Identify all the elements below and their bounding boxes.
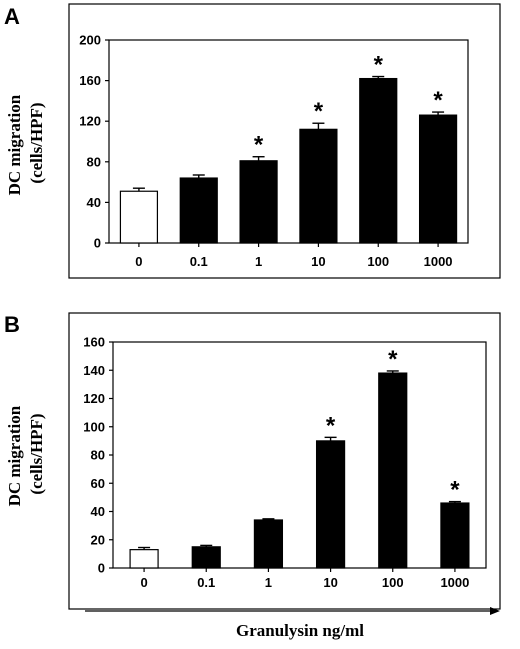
panel-b-bar-5 [440, 502, 470, 569]
panel-b-ylabel: DC migration (cells/HPF) [5, 402, 46, 507]
panel-a-bar-3 [299, 128, 338, 244]
panel-b-ytick-label-7: 140 [83, 363, 105, 378]
panel-a-xtick-label-1: 0.1 [190, 254, 208, 269]
panel-b-ytick-label-3: 60 [91, 476, 105, 491]
panel-a-border [68, 3, 501, 279]
panel-a-ylabel: DC migration (cells/HPF) [5, 91, 46, 196]
panel-a-xtick-label-0: 0 [135, 254, 142, 269]
panel-a-xtick-label-2: 1 [255, 254, 262, 269]
panel-a-ylabel-line2: (cells/HPF) [27, 102, 46, 183]
dose-arrow-head [490, 607, 500, 615]
panel-b-xtick-label-3: 10 [323, 575, 337, 590]
panel-a-bar-4 [359, 77, 398, 244]
panel-b-ytick-label-0: 0 [98, 561, 105, 576]
panel-b-ytick-label-5: 100 [83, 419, 105, 434]
panel-b-ytick-label-1: 20 [91, 532, 105, 547]
panel-b-ytick-label-8: 160 [83, 335, 105, 350]
panel-a-letter: A [4, 4, 20, 29]
panel-b-star-4: * [388, 346, 398, 373]
panel-b-ytick-label-6: 120 [83, 391, 105, 406]
panel-a-ytick-label-5: 200 [79, 33, 101, 48]
panel-b-bar-0 [129, 549, 159, 569]
panel-a-ytick-label-1: 40 [87, 195, 101, 210]
panel-b-ytick-label-2: 40 [91, 504, 105, 519]
panel-a-star-4: * [374, 52, 384, 79]
panel-b-bar-2 [253, 519, 284, 569]
panel-b-bar-4 [378, 372, 408, 569]
panel-b-xtick-label-2: 1 [265, 575, 272, 590]
panel-a-ytick-label-0: 0 [94, 236, 101, 251]
panel-a-bar-2 [239, 160, 278, 244]
panel-b-star-3: * [326, 412, 336, 439]
panel-a-ytick-label-3: 120 [79, 114, 101, 129]
panel-b-plot-area [112, 341, 487, 569]
panel-a-xtick-label-4: 100 [367, 254, 389, 269]
panel-b-xtick-label-5: 1000 [440, 575, 469, 590]
panel-a-star-3: * [314, 98, 324, 125]
panel-b-xtick-label-0: 0 [140, 575, 147, 590]
panel-a-ylabel-line1: DC migration [5, 94, 24, 195]
panel-a-marks: 0 40 80 120 160 200 0 0.1 * 1 * 10 * 100 * 1000 [79, 33, 458, 269]
x-axis-title: Granulysin ng/ml [236, 621, 364, 640]
panel-b-bar-1 [191, 546, 221, 569]
panel-a-xtick-label-5: 1000 [424, 254, 453, 269]
panel-a-ytick-label-2: 80 [87, 154, 101, 169]
panel-b-ylabel-line1: DC migration [5, 405, 24, 506]
panel-a-xtick-label-3: 10 [311, 254, 325, 269]
panel-a-bar-5 [418, 114, 458, 244]
panel-b-ylabel-line2: (cells/HPF) [27, 413, 46, 494]
panel-b-border [68, 312, 501, 610]
panel-b-bar-3 [315, 440, 346, 569]
panel-b-xtick-label-4: 100 [382, 575, 404, 590]
panel-b-letter: B [4, 312, 20, 337]
panel-b-xtick-label-1: 0.1 [197, 575, 215, 590]
panel-a-plot-area [108, 39, 469, 244]
panel-a-bar-0 [119, 190, 159, 244]
panel-b-star-5: * [450, 477, 460, 504]
panel-b-ytick-label-4: 80 [91, 448, 105, 463]
panel-a-bar-1 [179, 177, 218, 244]
panel-a-star-5: * [433, 87, 443, 114]
panel-b-marks: 0 20 40 60 80 100 120 140 160 0 0.1 1 * 10 * 100 * 1000 [83, 335, 470, 590]
panel-a-star-2: * [254, 132, 264, 159]
panel-a-ytick-label-4: 160 [79, 73, 101, 88]
